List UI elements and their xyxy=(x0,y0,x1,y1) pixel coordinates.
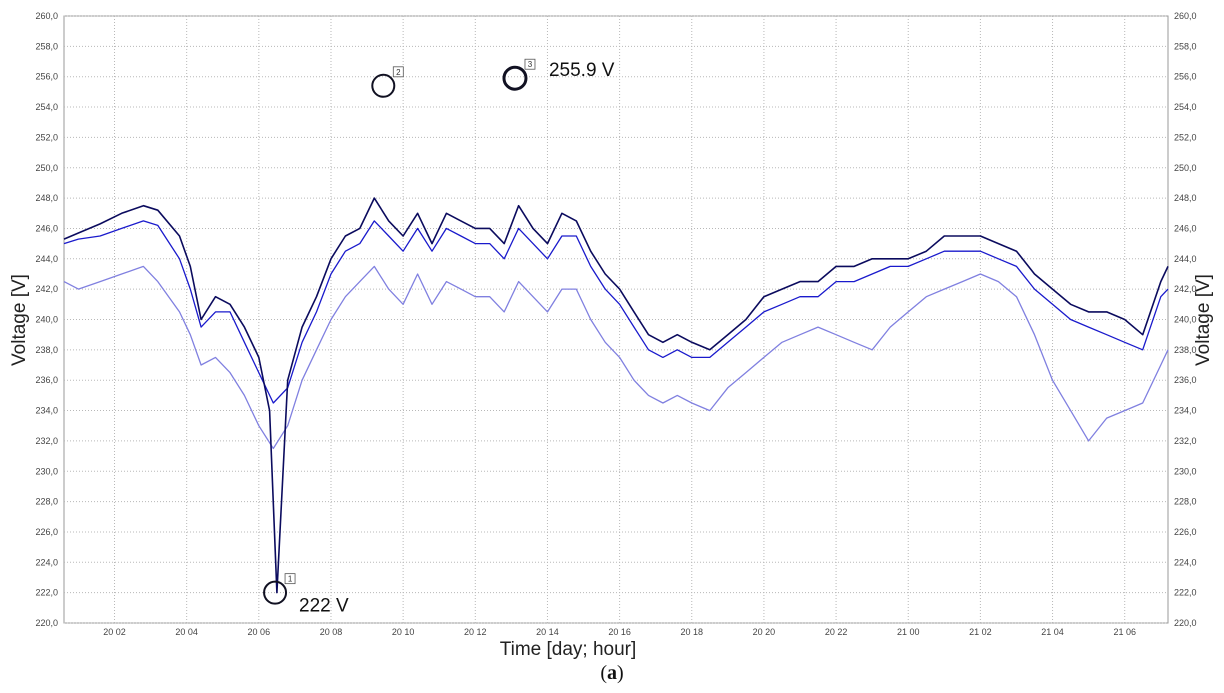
x-tick-label: 20 14 xyxy=(536,627,559,637)
y-tick-label: 240,0 xyxy=(35,315,58,325)
marker-label: 222 V xyxy=(299,596,349,617)
y-tick-label: 250,0 xyxy=(1174,163,1197,173)
y-tick-label: 258,0 xyxy=(35,41,58,51)
y-axis-label-right: Voltage [V] xyxy=(1193,274,1214,366)
y-tick-label: 256,0 xyxy=(35,72,58,82)
y-tick-label: 222,0 xyxy=(35,588,58,598)
x-tick-label: 21 06 xyxy=(1113,627,1136,637)
y-tick-label: 242,0 xyxy=(1174,284,1197,294)
marker-1: 1 222 V xyxy=(263,573,349,617)
marker-id-box xyxy=(524,58,536,70)
marker-id-box xyxy=(392,66,404,78)
x-tick-labels: 20 02 20 04 20 06 20 08 20 10 20 12 20 14 20 16… xyxy=(103,627,1136,637)
x-tick-label: 20 10 xyxy=(392,627,415,637)
y-tick-label: 248,0 xyxy=(1174,193,1197,203)
x-tick-label: 21 04 xyxy=(1041,627,1064,637)
y-tick-label: 220,0 xyxy=(1174,618,1197,628)
y-tick-label: 254,0 xyxy=(1174,102,1197,112)
y-tick-label: 238,0 xyxy=(35,345,58,355)
series-line-dark xyxy=(63,197,1169,594)
marker-circle xyxy=(263,580,288,605)
y-tick-label: 250,0 xyxy=(35,163,58,173)
x-tick-label: 20 22 xyxy=(825,627,848,637)
marker-id: 1 xyxy=(288,575,293,584)
x-tick-label: 21 02 xyxy=(969,627,992,637)
y-tick-label: 244,0 xyxy=(35,254,58,264)
x-tick-label: 20 06 xyxy=(248,627,271,637)
x-tick-label: 20 16 xyxy=(608,627,631,637)
y-tick-label: 258,0 xyxy=(1174,41,1197,51)
y-tick-label: 226,0 xyxy=(1174,527,1197,537)
y-tick-label: 246,0 xyxy=(35,223,58,233)
y-tick-label: 254,0 xyxy=(35,102,58,112)
y-tick-label: 246,0 xyxy=(1174,223,1197,233)
marker-id: 2 xyxy=(396,68,401,77)
grid xyxy=(64,15,1168,624)
y-tick-label: 228,0 xyxy=(1174,497,1197,507)
y-tick-label: 232,0 xyxy=(35,436,58,446)
y-tick-label: 226,0 xyxy=(35,527,58,537)
y-tick-label: 242,0 xyxy=(35,284,58,294)
y-tick-label: 236,0 xyxy=(1174,375,1197,385)
y-tick-label: 236,0 xyxy=(35,375,58,385)
y-tick-label: 224,0 xyxy=(1174,557,1197,567)
x-tick-label: 20 08 xyxy=(320,627,343,637)
y-tick-label: 222,0 xyxy=(1174,588,1197,598)
y-tick-label: 256,0 xyxy=(1174,72,1197,82)
y-axis-label-left: Voltage [V] xyxy=(9,274,30,366)
x-axis-label: Time [day; hour] xyxy=(500,639,637,660)
y-tick-labels-right: 220,0 222,0 224,0 226,0 228,0 230,0 232,0 234,0… xyxy=(1174,11,1197,628)
y-tick-labels-left: 220,0 222,0 224,0 226,0 228,0 230,0 232,0 234,0… xyxy=(35,11,58,628)
caption-close: ) xyxy=(617,662,624,684)
y-tick-label: 234,0 xyxy=(35,406,58,416)
marker-label: 255.9 V xyxy=(549,60,615,81)
figure-caption: (a) xyxy=(0,662,1224,685)
marker-circle xyxy=(371,73,396,98)
caption-open: ( xyxy=(600,662,607,684)
caption-letter: a xyxy=(607,662,617,684)
y-tick-label: 244,0 xyxy=(1174,254,1197,264)
series-line-light xyxy=(63,265,1169,450)
x-tick-label: 20 12 xyxy=(464,627,487,637)
marker-id: 3 xyxy=(528,60,533,69)
x-tick-label: 20 18 xyxy=(680,627,703,637)
y-tick-label: 232,0 xyxy=(1174,436,1197,446)
y-tick-label: 230,0 xyxy=(35,466,58,476)
marker-id-box xyxy=(284,573,296,585)
y-tick-label: 234,0 xyxy=(1174,406,1197,416)
y-tick-label: 260,0 xyxy=(1174,11,1197,21)
x-tick-label: 21 00 xyxy=(897,627,920,637)
series-lines xyxy=(63,197,1169,594)
series-line-mid xyxy=(63,220,1169,404)
y-tick-label: 252,0 xyxy=(1174,132,1197,142)
x-tick-label: 20 04 xyxy=(175,627,198,637)
y-tick-label: 252,0 xyxy=(35,132,58,142)
marker-2: 2 xyxy=(371,66,404,98)
marker-circle xyxy=(502,65,528,91)
y-tick-label: 238,0 xyxy=(1174,345,1197,355)
y-tick-label: 230,0 xyxy=(1174,466,1197,476)
y-tick-label: 240,0 xyxy=(1174,315,1197,325)
y-tick-label: 260,0 xyxy=(35,11,58,21)
markers: 1 222 V 2 3 255.9 V xyxy=(263,58,615,617)
y-tick-label: 224,0 xyxy=(35,557,58,567)
y-tick-label: 228,0 xyxy=(35,497,58,507)
marker-3: 3 255.9 V xyxy=(502,58,615,91)
y-tick-label: 248,0 xyxy=(35,193,58,203)
y-tick-label: 220,0 xyxy=(35,618,58,628)
x-tick-label: 20 02 xyxy=(103,627,126,637)
x-tick-label: 20 20 xyxy=(753,627,776,637)
